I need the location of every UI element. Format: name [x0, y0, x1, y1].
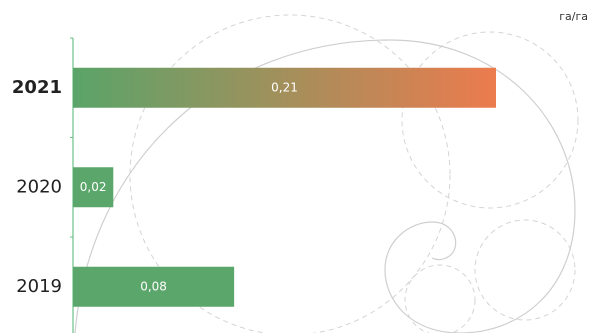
value-label: 0,02: [80, 180, 107, 194]
value-label: 0,08: [140, 279, 167, 293]
category-label: 2019: [16, 276, 62, 297]
unit-label: га/га: [559, 10, 588, 23]
bar: [73, 67, 496, 108]
value-label: 0,21: [271, 80, 298, 94]
category-label: 2021: [12, 77, 62, 98]
bar: [73, 266, 235, 307]
decoration: [74, 14, 579, 333]
bar: [73, 167, 114, 208]
category-label: 2020: [16, 176, 62, 197]
